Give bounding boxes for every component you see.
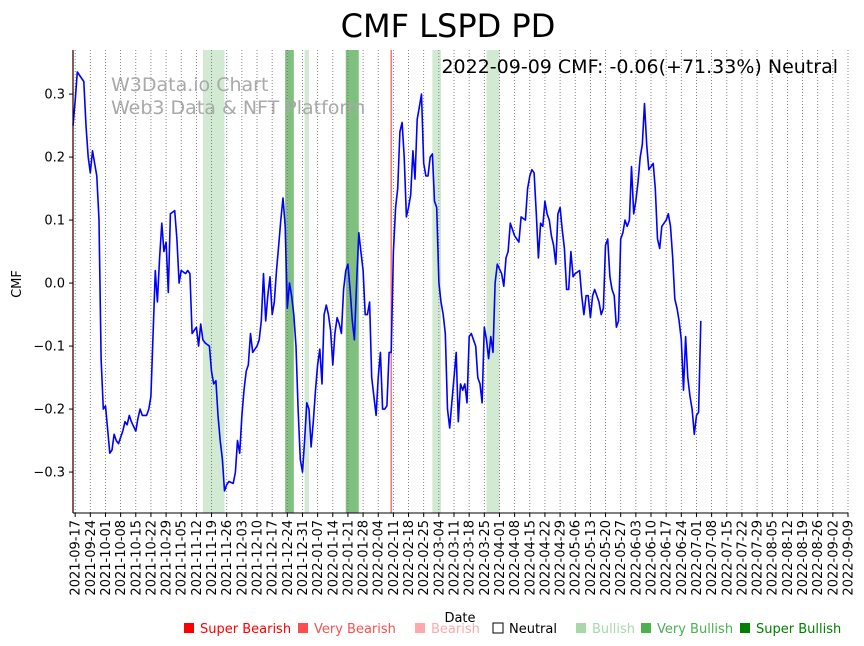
x-tick-label-23: 2022-02-25 — [417, 520, 432, 596]
x-tick-label-44: 2022-07-22 — [735, 520, 750, 596]
y-tick-label-5: 0.2 — [44, 151, 65, 166]
x-tick-label-17: 2022-01-14 — [326, 520, 341, 596]
x-tick-label-19: 2022-01-28 — [357, 520, 372, 596]
x-tick-label-42: 2022-07-08 — [705, 520, 720, 596]
y-tick-label-2: −0.1 — [33, 340, 65, 355]
x-tick-label-14: 2021-12-24 — [281, 520, 296, 596]
x-tick-label-32: 2022-04-29 — [554, 520, 569, 596]
y-axis-label: CMF — [10, 270, 25, 298]
x-tick-label-22: 2022-02-18 — [402, 520, 417, 596]
y-tick-label-0: −0.3 — [33, 466, 65, 481]
x-tick-label-4: 2021-10-15 — [129, 520, 144, 596]
legend-label-super-bearish: Super Bearish — [200, 622, 291, 637]
legend-swatch-neutral — [492, 622, 504, 634]
x-tick-label-2: 2021-10-01 — [99, 520, 114, 596]
y-tick-label-1: −0.2 — [33, 403, 65, 418]
x-tick-label-31: 2022-04-22 — [538, 520, 553, 596]
x-tick-label-50: 2022-09-02 — [826, 520, 841, 596]
x-tick-label-47: 2022-08-12 — [781, 520, 796, 596]
signal-band-3 — [304, 50, 309, 513]
x-tick-label-24: 2022-03-04 — [432, 520, 447, 596]
x-tick-label-8: 2021-11-12 — [190, 520, 205, 596]
legend: Super Bearish Very Bearish Bearish Neutral B… — [184, 622, 841, 637]
x-tick-label-39: 2022-06-17 — [660, 520, 675, 596]
x-tick-label-41: 2022-07-01 — [690, 520, 705, 596]
legend-label-bearish: Bearish — [431, 622, 480, 637]
y-tick-label-6: 0.3 — [44, 88, 65, 103]
x-tick-label-49: 2022-08-26 — [811, 520, 826, 596]
legend-swatch-super-bearish — [184, 623, 194, 633]
axes — [72, 50, 848, 514]
legend-swatch-bearish — [415, 623, 425, 633]
x-tick-label-40: 2022-06-24 — [675, 520, 690, 596]
x-tick-label-30: 2022-04-15 — [523, 520, 538, 596]
x-tick-label-36: 2022-05-27 — [614, 520, 629, 596]
x-tick-label-15: 2021-12-31 — [296, 520, 311, 596]
legend-label-very-bearish: Very Bearish — [314, 622, 396, 637]
legend-swatch-super-bullish — [740, 623, 750, 633]
x-tick-label-3: 2021-10-08 — [114, 520, 129, 596]
watermark-line-1: W3Data.io Chart — [111, 74, 268, 96]
series-line-cmf — [72, 71, 702, 492]
x-tick-label-28: 2022-04-01 — [493, 520, 508, 596]
signal-band-0 — [202, 50, 225, 513]
x-tick-label-7: 2021-11-05 — [175, 520, 190, 596]
x-tick-label-33: 2022-05-06 — [569, 520, 584, 596]
signal-bands — [202, 50, 500, 513]
x-tick-label-16: 2022-01-07 — [311, 520, 326, 596]
x-tick-label-27: 2022-03-25 — [478, 520, 493, 596]
signal-band-4 — [345, 50, 359, 513]
signal-band-5 — [432, 50, 442, 513]
x-tick-label-20: 2022-02-04 — [372, 520, 387, 596]
x-tick-label-34: 2022-05-13 — [584, 520, 599, 596]
watermark-line-2: Web3 Data & NFT Platform — [111, 97, 365, 119]
x-tick-label-26: 2022-03-18 — [463, 520, 478, 596]
y-tick-label-3: 0.0 — [44, 277, 65, 292]
y-ticks: −0.3 −0.2 −0.1 0.0 0.1 0.2 0.3 — [33, 88, 73, 481]
legend-label-neutral: Neutral — [509, 622, 557, 637]
x-ticks: 2021-09-17 2021-09-24 2021-10-01 2021-10-08… — [69, 513, 857, 596]
x-tick-label-10: 2021-11-26 — [220, 520, 235, 596]
x-tick-label-38: 2022-06-10 — [645, 520, 660, 596]
x-tick-label-0: 2021-09-17 — [69, 520, 84, 596]
legend-swatch-bullish — [576, 623, 586, 633]
x-tick-label-13: 2021-12-17 — [266, 520, 281, 596]
legend-label-super-bullish: Super Bullish — [756, 622, 841, 637]
x-tick-label-6: 2021-10-29 — [160, 520, 175, 596]
x-tick-label-43: 2022-07-15 — [720, 520, 735, 596]
x-tick-label-48: 2022-08-19 — [796, 520, 811, 596]
x-tick-label-9: 2021-11-19 — [205, 520, 220, 596]
x-tick-label-21: 2022-02-11 — [387, 520, 402, 596]
y-tick-label-4: 0.1 — [44, 214, 65, 229]
date-gridlines — [74, 50, 849, 513]
x-tick-label-51: 2022-09-09 — [842, 520, 857, 596]
legend-label-bullish: Bullish — [592, 622, 635, 637]
x-tick-label-46: 2022-08-05 — [766, 520, 781, 596]
latest-value-annotation: 2022-09-09 CMF: -0.06(+71.33%) Neutral — [441, 56, 838, 78]
signal-band-6 — [486, 50, 500, 513]
cmf-series — [72, 71, 702, 492]
signal-band-2 — [287, 50, 294, 513]
x-axis-label: Date — [444, 611, 475, 626]
x-tick-label-29: 2022-04-08 — [508, 520, 523, 596]
chart-title: CMF LSPD PD — [341, 7, 556, 45]
x-tick-label-5: 2021-10-22 — [144, 520, 159, 596]
x-tick-label-18: 2022-01-21 — [341, 520, 356, 596]
x-tick-label-37: 2022-06-03 — [629, 520, 644, 596]
x-tick-label-45: 2022-07-29 — [751, 520, 766, 596]
legend-swatch-very-bullish — [641, 623, 651, 633]
x-tick-label-35: 2022-05-20 — [599, 520, 614, 596]
legend-label-very-bullish: Very Bullish — [657, 622, 733, 637]
x-tick-label-12: 2021-12-10 — [251, 520, 266, 596]
legend-swatch-very-bearish — [298, 623, 308, 633]
x-tick-label-11: 2021-12-03 — [235, 520, 250, 596]
x-tick-label-1: 2021-09-24 — [84, 520, 99, 596]
x-tick-label-25: 2022-03-11 — [448, 520, 463, 596]
